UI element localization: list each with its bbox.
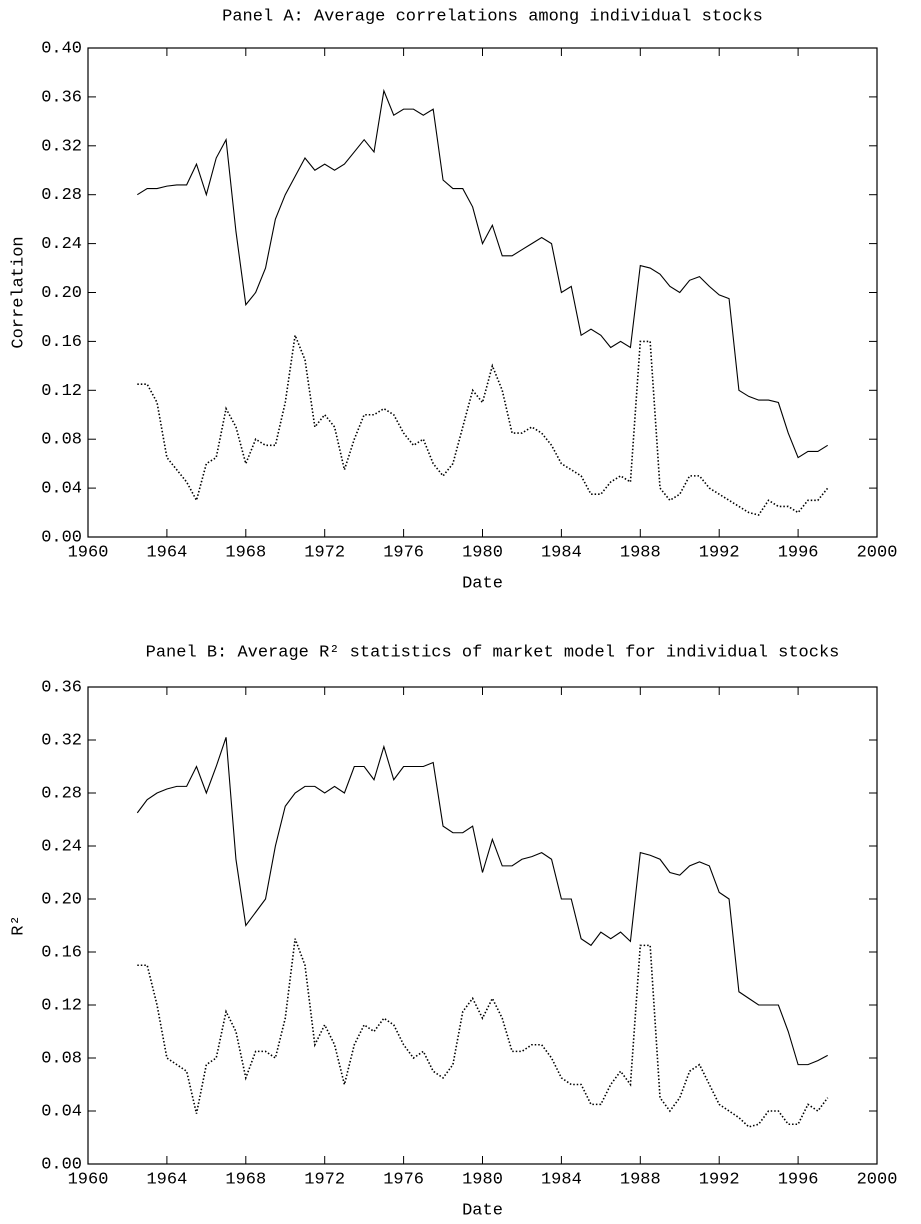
x-tick-label: 1984: [541, 543, 582, 562]
y-tick-label: 0.20: [41, 284, 82, 303]
y-tick-label: 0.24: [41, 235, 82, 254]
x-axis-label: Date: [462, 1201, 503, 1220]
series-line: [137, 88, 828, 459]
y-tick-label: 0.08: [41, 431, 82, 450]
x-tick-label: 1964: [146, 1170, 187, 1189]
x-tick-label: 2000: [857, 543, 898, 562]
chart-title: Panel B: Average R² statistics of market…: [146, 643, 840, 662]
x-axis-label: Date: [462, 574, 503, 593]
x-tick-label: 1964: [146, 543, 187, 562]
y-tick-label: 0.28: [41, 784, 82, 803]
series-line: [136, 737, 828, 1066]
plot-frame: [87, 686, 878, 1165]
y-tick-label: 0.04: [41, 1102, 82, 1121]
x-tick-label: 1972: [304, 543, 345, 562]
y-tick-label: 0.16: [41, 943, 82, 962]
x-tick-label: 1988: [620, 1170, 661, 1189]
y-tick-label: 0.20: [41, 890, 82, 909]
y-tick-label: 0.40: [41, 39, 82, 58]
x-tick-label: 1980: [462, 543, 503, 562]
series-line: [137, 332, 829, 516]
y-tick-label: 0.04: [41, 480, 82, 499]
y-tick-label: 0.16: [41, 333, 82, 352]
y-tick-label: 0.32: [41, 137, 82, 156]
y-axis-label: R²: [9, 915, 28, 935]
x-tick-label: 1968: [225, 543, 266, 562]
y-tick-label: 0.24: [41, 837, 82, 856]
x-tick-label: 1960: [68, 1170, 109, 1189]
y-tick-label: 0.08: [41, 1049, 82, 1068]
y-tick-label: 0.00: [41, 1155, 82, 1174]
x-tick-label: 1976: [383, 543, 424, 562]
y-tick-label: 0.36: [41, 88, 82, 107]
x-tick-label: 1992: [699, 543, 740, 562]
y-axis-label: Correlation: [9, 236, 28, 348]
x-tick-label: 1972: [304, 1170, 345, 1189]
x-tick-label: 1996: [778, 543, 819, 562]
x-tick-label: 1960: [68, 543, 109, 562]
x-tick-label: 2000: [857, 1170, 898, 1189]
y-tick-label: 0.36: [41, 678, 82, 697]
y-tick-label: 0.32: [41, 731, 82, 750]
x-tick-label: 1968: [225, 1170, 266, 1189]
x-tick-label: 1992: [699, 1170, 740, 1189]
plot-frame: [87, 47, 878, 538]
x-tick-label: 1996: [778, 1170, 819, 1189]
y-tick-label: 0.12: [41, 382, 82, 401]
y-tick-label: 0.00: [41, 528, 82, 547]
x-tick-label: 1980: [462, 1170, 503, 1189]
x-tick-label: 1988: [620, 543, 661, 562]
y-tick-label: 0.12: [41, 996, 82, 1015]
y-tick-label: 0.28: [41, 186, 82, 205]
series-line: [137, 938, 829, 1128]
x-tick-label: 1976: [383, 1170, 424, 1189]
chart-title: Panel A: Average correlations among indi…: [222, 7, 763, 26]
x-tick-label: 1984: [541, 1170, 582, 1189]
